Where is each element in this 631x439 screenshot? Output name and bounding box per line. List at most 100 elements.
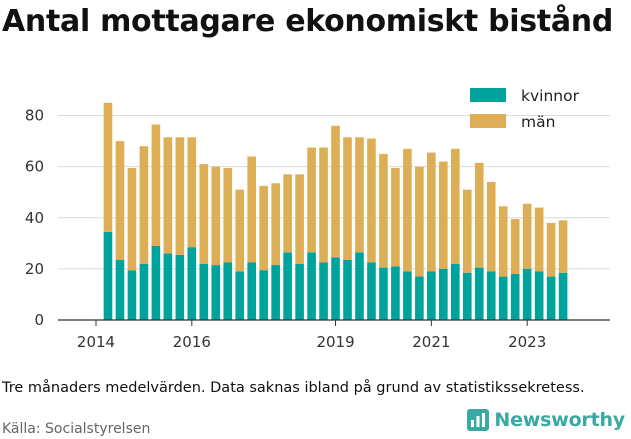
- legend-label-män: män: [521, 113, 555, 131]
- bar-kvinnor: [175, 254, 185, 320]
- bar-män: [367, 138, 376, 263]
- x-tick-label: 2023: [508, 333, 546, 351]
- bar-män: [187, 137, 197, 248]
- bar-män: [534, 207, 544, 272]
- bar-män: [127, 167, 137, 271]
- bar-kvinnor: [307, 252, 316, 320]
- newsworthy-bars-icon: [467, 409, 490, 431]
- y-tick-label: 80: [25, 107, 44, 125]
- x-tick-label: 2016: [173, 333, 211, 351]
- y-axis-ticks: 0 20 40 60 80: [25, 107, 44, 329]
- bar-män: [283, 174, 292, 253]
- bars: [103, 102, 568, 320]
- bar-män: [175, 137, 185, 255]
- chart-note: Tre månaders medelvärden. Data saknas ib…: [2, 380, 585, 396]
- bar-män: [510, 219, 520, 274]
- bar-kvinnor: [295, 263, 304, 320]
- bar-kvinnor: [115, 259, 125, 320]
- bar-män: [546, 222, 556, 277]
- bar-män: [199, 164, 209, 264]
- bar-män: [163, 137, 173, 254]
- x-tick-label: 2021: [412, 333, 450, 351]
- bar-män: [403, 148, 412, 272]
- bar-kvinnor: [403, 271, 412, 320]
- source-credit: Källa: Socialstyrelsen: [2, 421, 151, 437]
- bar-män: [355, 137, 364, 253]
- bar-män: [151, 124, 161, 246]
- bar-kvinnor: [379, 267, 388, 320]
- bar-kvinnor: [319, 262, 328, 320]
- y-tick-label: 60: [25, 158, 44, 176]
- bar-kvinnor: [367, 262, 376, 320]
- x-tick-label: 2019: [316, 333, 354, 351]
- bar-män: [331, 125, 340, 258]
- bar-män: [486, 182, 496, 272]
- bar-kvinnor: [187, 247, 197, 320]
- bar-kvinnor: [139, 263, 149, 320]
- bar-kvinnor: [486, 271, 496, 320]
- bar-män: [115, 141, 125, 260]
- brand-name: Newsworthy: [494, 409, 625, 431]
- bar-kvinnor: [474, 267, 484, 320]
- bar-kvinnor: [462, 272, 472, 320]
- y-tick-label: 40: [25, 209, 44, 227]
- brand-logo: Newsworthy: [467, 409, 625, 431]
- x-tick-label: 2014: [77, 333, 115, 351]
- bar-män: [295, 174, 304, 264]
- bar-kvinnor: [522, 268, 532, 320]
- bar-kvinnor: [450, 263, 460, 320]
- bar-kvinnor: [247, 262, 257, 320]
- bar-kvinnor: [163, 253, 173, 320]
- bar-kvinnor: [534, 271, 544, 320]
- legend-label-kvinnor: kvinnor: [521, 87, 580, 105]
- bar-kvinnor: [151, 245, 161, 320]
- legend-swatch-män: [470, 114, 506, 128]
- bar-män: [427, 152, 436, 272]
- bar-kvinnor: [427, 271, 436, 320]
- bar-män: [223, 167, 233, 263]
- bar-män: [307, 147, 316, 253]
- bar-män: [247, 156, 257, 263]
- y-tick-label: 20: [25, 260, 44, 278]
- bar-kvinnor: [271, 265, 280, 320]
- bar-män: [103, 102, 113, 232]
- bar-män: [235, 189, 245, 272]
- bar-män: [271, 183, 280, 266]
- bar-män: [462, 189, 472, 273]
- y-tick-label: 0: [34, 311, 44, 329]
- bar-män: [319, 147, 328, 263]
- bar-kvinnor: [343, 259, 352, 320]
- bar-kvinnor: [391, 266, 400, 320]
- chart-title: Antal mottagare ekonomiskt bistånd: [2, 4, 614, 39]
- bar-män: [139, 146, 149, 264]
- legend-swatch-kvinnor: [470, 88, 506, 102]
- bar-kvinnor: [498, 276, 508, 320]
- bar-kvinnor: [331, 257, 340, 320]
- bar-män: [474, 162, 484, 268]
- bar-kvinnor: [510, 274, 520, 320]
- bar-män: [211, 166, 221, 266]
- bar-kvinnor: [199, 263, 209, 320]
- bar-män: [558, 220, 568, 273]
- bar-kvinnor: [558, 272, 568, 320]
- bar-män: [343, 137, 352, 260]
- bar-män: [522, 203, 532, 269]
- bar-kvinnor: [223, 262, 233, 320]
- bar-män: [259, 185, 268, 271]
- bar-kvinnor: [127, 270, 137, 320]
- bar-män: [415, 166, 424, 277]
- bar-män: [439, 161, 448, 269]
- bar-kvinnor: [103, 231, 113, 320]
- x-axis-ticks: 2014 2016 2019 2021 2023: [77, 320, 546, 351]
- bar-kvinnor: [211, 265, 221, 320]
- bar-kvinnor: [283, 252, 292, 320]
- bar-kvinnor: [235, 271, 245, 320]
- bar-män: [450, 148, 460, 264]
- bar-män: [379, 153, 388, 268]
- bar-kvinnor: [355, 252, 364, 320]
- bar-män: [391, 167, 400, 267]
- bar-kvinnor: [546, 276, 556, 320]
- legend: kvinnor män: [470, 87, 580, 131]
- bar-män: [498, 206, 508, 277]
